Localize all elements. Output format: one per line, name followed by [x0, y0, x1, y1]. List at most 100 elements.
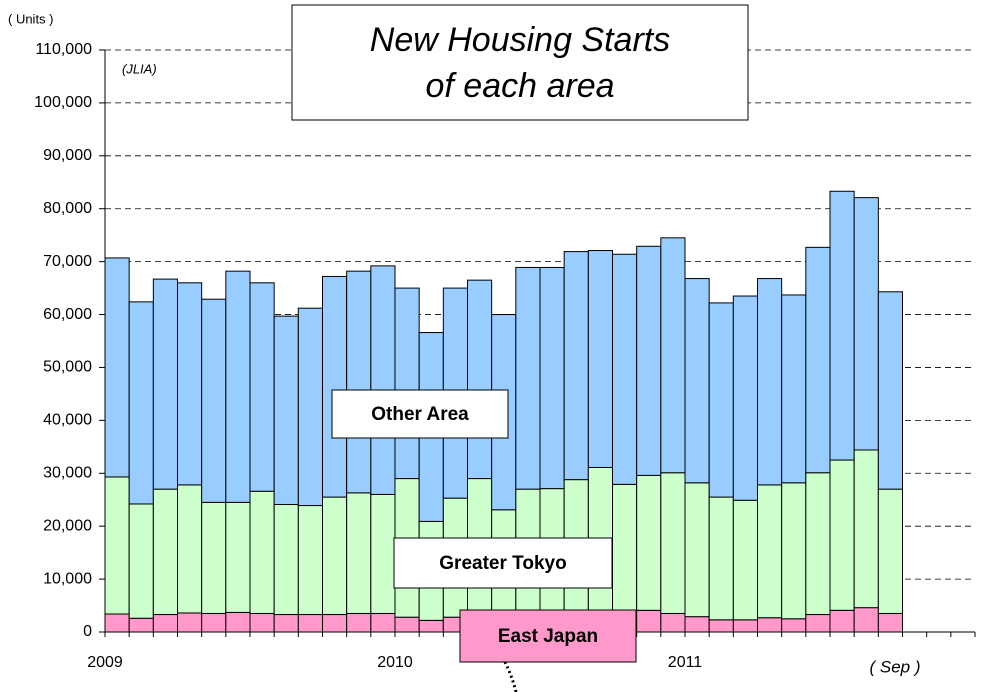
- bar-segment: [225, 270, 251, 503]
- bar-segment: [853, 197, 879, 451]
- y-tick-label: 60,000: [43, 306, 92, 323]
- bar-segment: [152, 488, 178, 616]
- bar-segment: [177, 612, 203, 633]
- bar-segment: [684, 278, 710, 484]
- bar-segment: [684, 616, 710, 633]
- bar-segment: [877, 612, 903, 633]
- bar-segment: [708, 302, 734, 498]
- annotation: (JLIA): [122, 61, 157, 76]
- y-tick-label: 70,000: [43, 253, 92, 270]
- bar-segment: [829, 190, 855, 461]
- bar-segment: [394, 616, 420, 633]
- bar-segment: [877, 291, 903, 490]
- bar-segment: [128, 301, 154, 505]
- bar-segment: [757, 617, 783, 633]
- bar-segment: [273, 315, 299, 505]
- y-axis-label: ( Units ): [8, 11, 54, 26]
- bar-segment: [370, 612, 396, 633]
- bar-segment: [152, 278, 178, 490]
- bar-segment: [732, 499, 758, 621]
- bar-segment: [201, 612, 227, 633]
- bar-segment: [781, 618, 807, 633]
- bar-segment: [732, 619, 758, 633]
- bar-segment: [128, 503, 154, 619]
- x-tick-label: 2009: [87, 654, 123, 671]
- bar-segment: [225, 501, 251, 613]
- bar-segment: [273, 614, 299, 633]
- y-tick-label: 90,000: [43, 147, 92, 164]
- bar-segment: [539, 266, 565, 490]
- bar-segment: [853, 607, 879, 633]
- bar-segment: [273, 503, 299, 616]
- bar-segment: [297, 307, 324, 507]
- bar-segment: [322, 614, 348, 633]
- legend-label: East Japan: [498, 626, 598, 647]
- bar-segment: [249, 490, 275, 614]
- bar-segment: [757, 484, 783, 619]
- bar-segment: [346, 270, 372, 494]
- y-tick-label: 50,000: [43, 359, 92, 376]
- bar-segment: [781, 294, 807, 484]
- bar-segment: [877, 488, 903, 614]
- bar-segment: [104, 476, 130, 615]
- bar-segment: [781, 482, 807, 620]
- bar-segment: [322, 275, 348, 498]
- bar-segment: [128, 617, 154, 633]
- bar-segment: [612, 253, 638, 485]
- bar-segment: [515, 266, 541, 490]
- bar-segment: [104, 257, 130, 478]
- bar-segment: [612, 483, 638, 613]
- annotation: ( Sep ): [869, 657, 920, 676]
- legend-label: Greater Tokyo: [439, 553, 566, 574]
- y-tick-label: 40,000: [43, 412, 92, 429]
- title-box: [291, 4, 749, 121]
- bar-segment: [636, 609, 662, 633]
- y-tick-label: 10,000: [43, 570, 92, 587]
- bar-segment: [660, 472, 686, 614]
- bar-segment: [322, 496, 348, 616]
- chart-title: New Housing Starts: [370, 21, 670, 59]
- bar-segment: [225, 611, 251, 633]
- bar-segment: [177, 282, 203, 486]
- bar-segment: [732, 295, 758, 501]
- bar-segment: [346, 492, 372, 614]
- bar-segment: [370, 265, 396, 495]
- bar-segment: [805, 246, 831, 474]
- y-tick-label: 100,000: [34, 94, 92, 111]
- bar-segment: [418, 619, 444, 633]
- legend-box: [393, 537, 613, 589]
- bar-segment: [708, 619, 734, 633]
- bar-segment: [249, 612, 275, 633]
- bar-segment: [201, 298, 227, 503]
- bar-segment: [587, 250, 613, 468]
- bar-segment: [757, 278, 783, 486]
- legend-box: [459, 609, 637, 663]
- bar-segment: [636, 474, 662, 611]
- bar-segment: [297, 614, 324, 633]
- bar-segment: [660, 612, 686, 633]
- y-tick-label: 0: [83, 623, 92, 640]
- y-tick-label: 30,000: [43, 464, 92, 481]
- bar-segment: [370, 493, 396, 614]
- y-tick-label: 80,000: [43, 200, 92, 217]
- x-tick-label: 2011: [668, 654, 703, 671]
- bar-segment: [829, 609, 855, 633]
- bar-segment: [249, 282, 275, 492]
- bar-segment: [805, 614, 831, 633]
- bar-segment: [104, 613, 130, 633]
- y-tick-label: 110,000: [35, 41, 92, 58]
- bar-segment: [467, 279, 493, 480]
- legend-box: [331, 389, 509, 439]
- bar-segment: [563, 251, 589, 481]
- chart-title: of each area: [425, 67, 614, 105]
- bar-segment: [660, 237, 686, 474]
- bar-segment: [177, 484, 203, 614]
- bar-segment: [346, 612, 372, 633]
- bar-segment: [297, 505, 324, 616]
- bar-segment: [201, 501, 227, 614]
- y-tick-label: 20,000: [43, 517, 92, 534]
- bar-segment: [636, 245, 662, 476]
- legend-label: Other Area: [371, 404, 469, 425]
- bar-segment: [853, 449, 879, 609]
